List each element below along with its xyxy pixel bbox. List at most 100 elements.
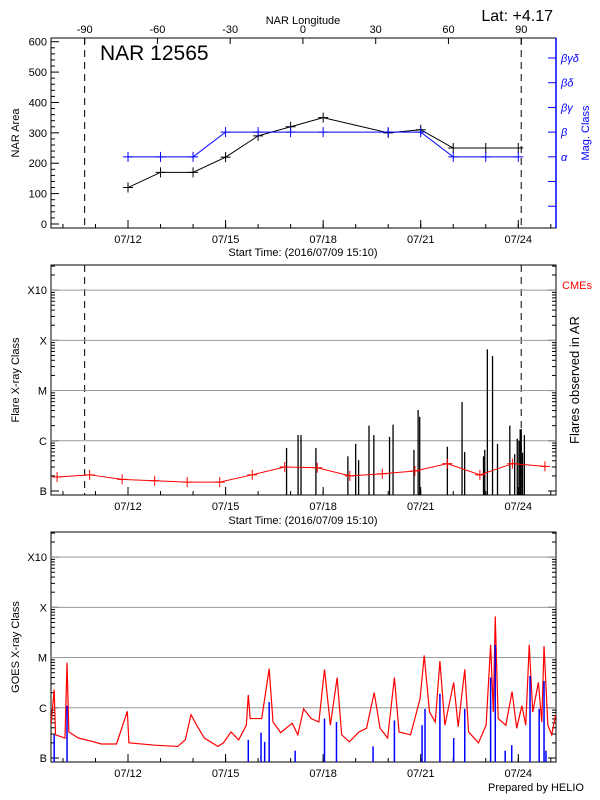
mag-class-data-point [123,151,134,162]
mag-class-axis-label: Mag. Class [580,105,592,161]
y-tick-label: X10 [27,285,47,297]
goes-class-axis-label: GOES X-ray Class [10,601,22,693]
red-data-point [507,458,518,469]
mag-class-data-point [383,127,394,138]
area-plot: 07/12 07/15 07/18 07/21 07/24 0 100 200 300 400 50… [29,24,580,246]
mag-class-tick-label: β [560,127,568,139]
longitude-tick-label: 60 [442,24,454,36]
red-data-point [474,469,485,480]
flares-observed-label: Flares observed in AR [567,316,582,444]
mag-class-data-point [513,151,524,162]
red-data-point [312,462,323,473]
red-data-point [182,477,193,488]
y-tick-label: 300 [29,128,47,140]
y-tick-label: 400 [29,97,47,109]
x-tick-label: 07/15 [212,768,240,780]
time-axis-label-1: Start Time: (2016/07/09 15:10) [228,247,377,259]
mag-class-data-point [253,127,264,138]
red-data-point [409,466,420,477]
area-series-line [127,117,519,188]
latitude-label: Lat: +4.17 [481,8,553,25]
area-axis-label: NAR Area [10,108,22,158]
longitude-tick-label: 90 [515,24,527,36]
area-data-point [318,112,329,123]
y-tick-label: 500 [29,67,47,79]
red-data-point [117,474,128,485]
x-tick-label: 07/24 [505,768,533,780]
flare-plot: 07/12 07/15 07/18 07/21 07/24 B C M X X10 [27,264,557,513]
cmes-legend: CMEs [562,280,592,292]
mag-class-data-point [220,127,231,138]
red-series-line [57,463,545,483]
red-data-point [344,470,355,481]
x-tick-label: 07/18 [309,501,337,513]
y-tick-label: C [39,703,47,715]
longitude-tick-label: 0 [300,24,306,36]
mag-class-tick-label: α [561,152,568,164]
mag-class-data-point [318,127,329,138]
series-group [52,349,550,495]
goes-panel: GOES X-ray Class Prepared by HELIO 07/12… [10,531,584,794]
mag-class-tick-label: βδ [560,78,574,90]
mag-class-data-point [155,151,166,162]
mag-class-series-line [128,131,519,158]
y-tick-label: 0 [41,219,47,231]
red-data-point [442,458,453,469]
x-tick-label: 07/21 [407,234,435,246]
mag-class-data-point [188,151,199,162]
prepared-by-credit: Prepared by HELIO [488,782,584,794]
y-tick-label: 200 [29,158,47,170]
x-tick-label: 07/18 [309,234,337,246]
red-data-point [539,461,550,472]
longitude-axis-label: NAR Longitude [266,15,341,27]
longitude-tick-label: -90 [77,24,93,36]
y-tick-label: C [39,436,47,448]
y-tick-label: B [40,753,47,765]
x-tick-label: 07/18 [309,768,337,780]
mag-class-tick-label: βγ [560,102,574,114]
y-tick-label: X10 [27,552,47,564]
y-tick-label: B [40,486,47,498]
red-data-point [52,471,63,482]
red-data-point [149,475,160,486]
mag-class-data-point [285,127,296,138]
area-panel: Lat: +4.17 NAR Longitude NAR 12565 NAR A… [10,8,592,259]
plot-frame [50,37,557,229]
mag-class-tick-label: βγδ [560,53,580,65]
goes-plot: 07/12 07/15 07/18 07/21 07/24 B C M X X10 [27,531,557,780]
time-axis-label-2: Start Time: (2016/07/09 15:10) [228,515,377,527]
plot-frame [50,531,557,763]
area-data-point [155,167,166,178]
x-tick-label: 07/15 [212,234,240,246]
area-series-group [123,112,524,193]
y-tick-label: 600 [29,37,47,49]
mag-class-data-point [448,151,459,162]
y-tick-label: M [38,653,47,665]
region-title: NAR 12565 [100,42,209,65]
y-tick-label: M [38,386,47,398]
y-tick-label: X [40,335,48,347]
longitude-tick-label: -60 [149,24,165,36]
x-tick-label: 07/12 [114,768,142,780]
x-tick-label: 07/12 [114,234,142,246]
y-tick-label: 100 [29,189,47,201]
x-tick-label: 07/12 [114,501,142,513]
red-data-point [377,468,388,479]
longitude-tick-label: -30 [222,24,238,36]
x-tick-label: 07/15 [212,501,240,513]
red-data-point [247,469,258,480]
red-data-point [214,477,225,488]
area-data-point [188,167,199,178]
plot-frame [50,264,557,496]
series-group [51,616,556,762]
mag-class-data-point [480,151,491,162]
area-data-point [480,143,491,154]
flare-class-axis-label: Flare X-ray Class [10,337,22,422]
x-tick-label: 07/24 [505,234,533,246]
flare-panel: CMEs Flare X-ray Class Flares observed i… [10,264,592,527]
mag-class-data-point [415,127,426,138]
area-data-point [123,182,134,193]
x-tick-label: 07/24 [505,501,533,513]
red-data-point [279,462,290,473]
